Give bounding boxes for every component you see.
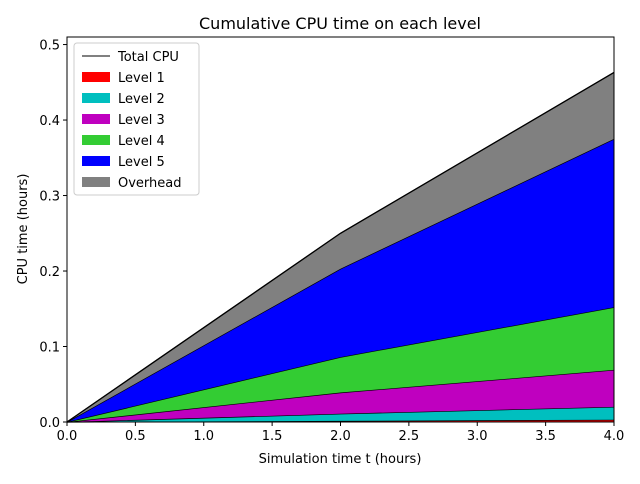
legend-swatch-level-1 bbox=[82, 72, 110, 82]
legend-label-level-4: Level 4 bbox=[118, 134, 165, 149]
x-tick-label: 2.0 bbox=[330, 429, 351, 444]
y-tick-label: 0.5 bbox=[39, 39, 60, 54]
y-tick-label: 0.1 bbox=[39, 341, 60, 356]
x-tick-label: 2.5 bbox=[399, 429, 420, 444]
legend-swatch-level-3 bbox=[82, 114, 110, 124]
y-tick-label: 0.4 bbox=[39, 114, 60, 129]
chart-title: Cumulative CPU time on each level bbox=[199, 14, 481, 33]
x-axis: 0.0 0.5 1.0 1.5 2.0 2.5 3.0 3.5 4.0 bbox=[57, 422, 625, 444]
legend-swatch-level-4 bbox=[82, 135, 110, 145]
x-tick-label: 3.0 bbox=[467, 429, 488, 444]
x-tick-label: 0.0 bbox=[57, 429, 78, 444]
y-tick-label: 0.2 bbox=[39, 265, 60, 280]
x-tick-label: 4.0 bbox=[604, 429, 625, 444]
legend-label-level-2: Level 2 bbox=[118, 92, 165, 107]
legend: Total CPU Level 1 Level 2 Level 3 Level 4 Lev… bbox=[73, 42, 200, 196]
legend-label-level-3: Level 3 bbox=[118, 113, 165, 128]
x-tick-label: 3.5 bbox=[535, 429, 556, 444]
x-axis-label: Simulation time t (hours) bbox=[259, 452, 422, 467]
x-tick-label: 1.0 bbox=[193, 429, 214, 444]
x-tick-label: 0.5 bbox=[125, 429, 146, 444]
legend-swatch-level-5 bbox=[82, 156, 110, 166]
legend-swatch-overhead bbox=[82, 177, 110, 187]
legend-label-level-1: Level 1 bbox=[118, 71, 165, 86]
y-tick-label: 0.3 bbox=[39, 190, 60, 205]
legend-swatch-level-2 bbox=[82, 93, 110, 103]
total-cpu-line bbox=[66, 72, 615, 423]
y-tick-label: 0.0 bbox=[39, 416, 60, 431]
plot-area bbox=[66, 36, 615, 423]
y-axis: 0.0 0.1 0.2 0.3 0.4 0.5 bbox=[39, 39, 67, 431]
legend-label-overhead: Overhead bbox=[118, 176, 182, 191]
area-overhead bbox=[67, 72, 614, 422]
x-tick-label: 1.5 bbox=[262, 429, 283, 444]
y-axis-label: CPU time (hours) bbox=[16, 174, 31, 285]
legend-label-total-cpu: Total CPU bbox=[117, 50, 179, 65]
area-level-5 bbox=[67, 138, 614, 423]
legend-label-level-5: Level 5 bbox=[118, 155, 165, 170]
area-level-3 bbox=[67, 369, 614, 422]
area-level-4 bbox=[67, 307, 614, 422]
